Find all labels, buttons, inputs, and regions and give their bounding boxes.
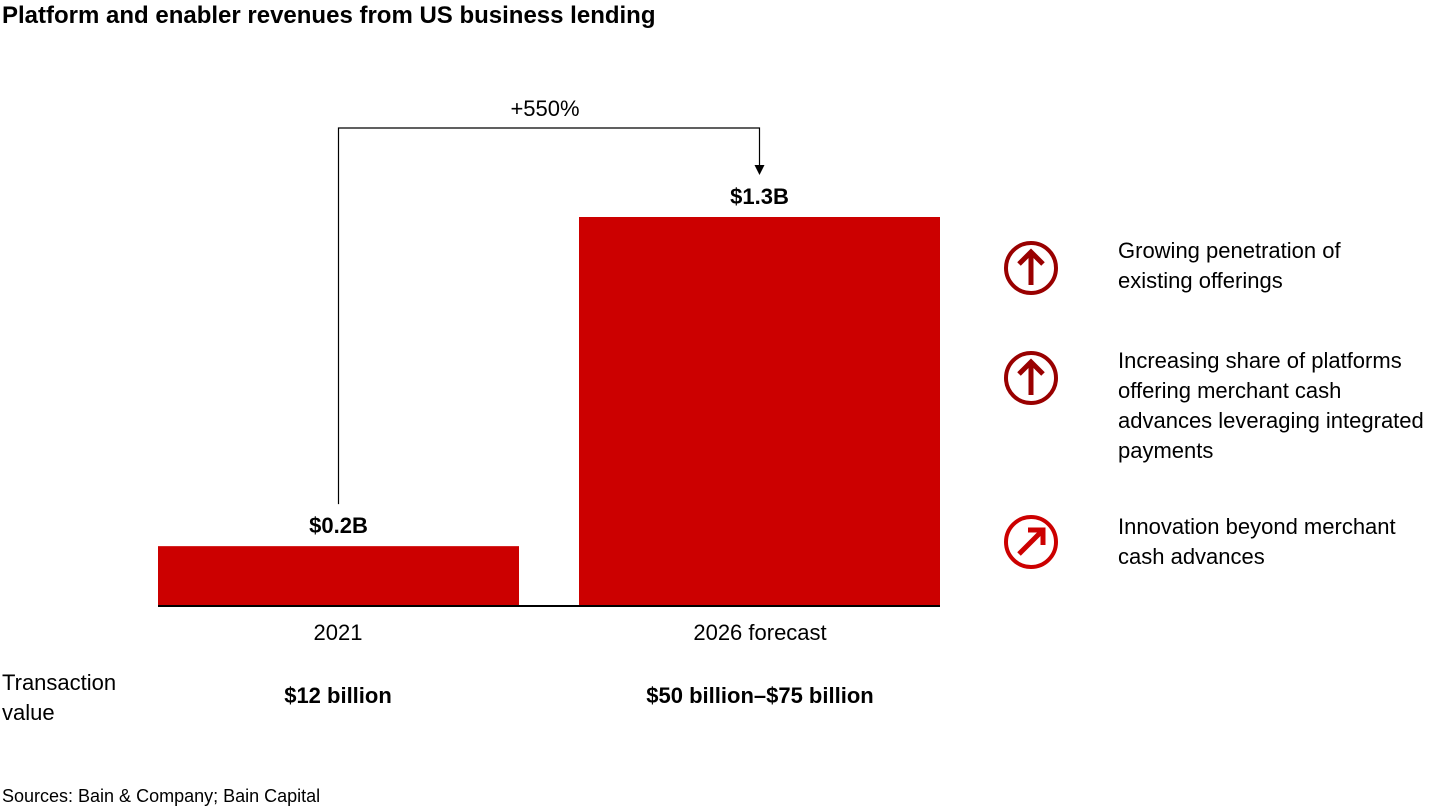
bar-2026-forecast [579,217,940,606]
transaction-value-2026: $50 billion–$75 billion [646,683,874,708]
chart-title: Platform and enabler revenues from US bu… [2,2,656,29]
driver-text-3: Innovation beyond merchant cash advances [1118,514,1396,569]
arrow-up-circle-icon [1004,351,1058,405]
driver-text-2: Increasing share of platforms offering m… [1118,348,1424,463]
x-tick-2026: 2026 forecast [693,620,827,645]
driver-text-1: Growing penetration of existing offering… [1118,238,1341,293]
growth-arrowhead-icon [754,165,765,175]
x-tick-2021: 2021 [313,620,363,645]
growth-annotation: +550% [510,96,580,121]
transaction-value-label: Transaction value [2,670,117,725]
data-label-2021: $0.2B [309,513,368,539]
source-note: Sources: Bain & Company; Bain Capital [2,786,321,806]
growth-bracket [337,127,761,505]
transaction-value-2021: $12 billion [284,683,392,708]
bar-2021 [158,546,519,606]
arrow-up-circle-icon [1004,241,1058,295]
arrow-up-right-circle-icon [1004,515,1058,569]
data-label-2026: $1.3B [730,184,789,209]
